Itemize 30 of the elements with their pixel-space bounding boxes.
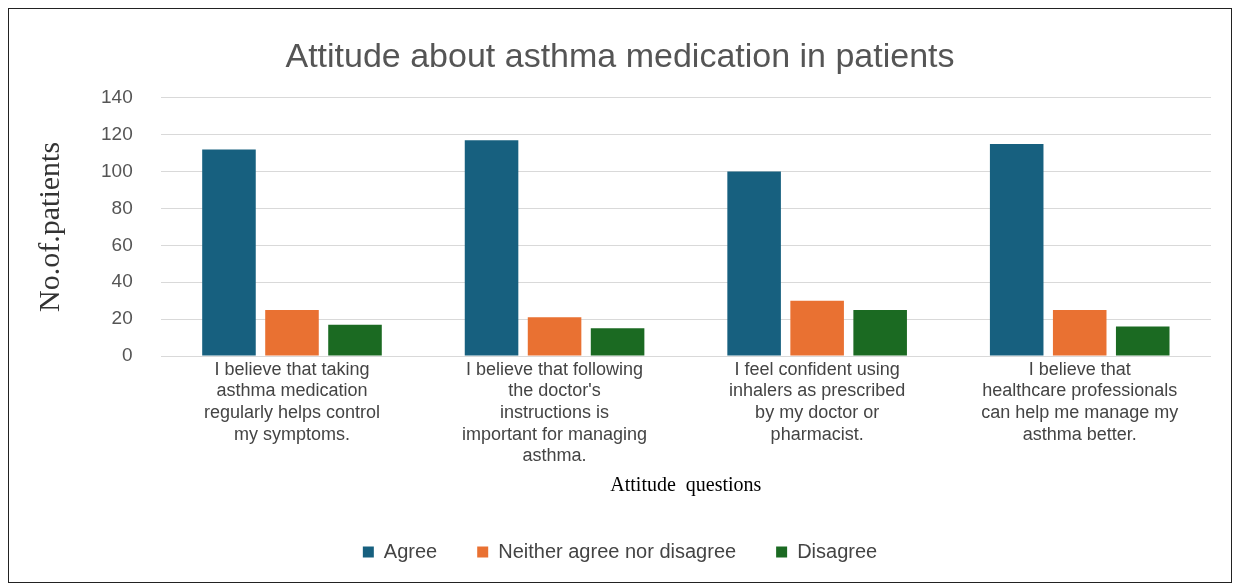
- y-tick-label: 40: [111, 270, 133, 292]
- y-tick-label: 20: [111, 307, 133, 329]
- bar: [464, 140, 519, 356]
- x-tick-label: I feel confident using inhalers as prescribed by my doctor or pharmacist.: [729, 358, 906, 444]
- bar: [590, 328, 645, 356]
- bar: [265, 309, 319, 356]
- bar: [1115, 326, 1170, 356]
- y-tick-label: 100: [101, 159, 133, 181]
- legend-label: Agree: [383, 539, 438, 562]
- y-axis-title: No.of.patients: [31, 141, 65, 312]
- chart-title: Attitude about asthma medication in patients: [285, 35, 955, 74]
- x-tick-label: I believe that taking asthma medication regularly helps control my symptoms.: [203, 358, 381, 444]
- legend-label: Disagree: [797, 539, 878, 562]
- bar: [727, 171, 781, 356]
- bar: [853, 309, 907, 356]
- bar: [527, 317, 582, 356]
- bar: [328, 324, 382, 356]
- y-tick-label: 0: [122, 344, 133, 366]
- bar: [989, 143, 1044, 356]
- y-tick-label: 120: [101, 122, 133, 144]
- bar: [1052, 309, 1107, 356]
- y-tick-label: 80: [111, 196, 133, 218]
- y-tick-label: 60: [111, 233, 133, 255]
- x-tick-label: I believe that following the doctor's instructions is important for managing asthma.: [462, 358, 648, 466]
- bar: [202, 149, 256, 356]
- legend-label: Neither agree nor disagree: [498, 539, 737, 562]
- y-tick-label: 140: [101, 86, 133, 108]
- x-axis-title: Attitude questions: [610, 473, 762, 497]
- bar: [790, 300, 844, 356]
- x-tick-label: I believe that healthcare professionals can help me manage my asthma better.: [981, 358, 1179, 444]
